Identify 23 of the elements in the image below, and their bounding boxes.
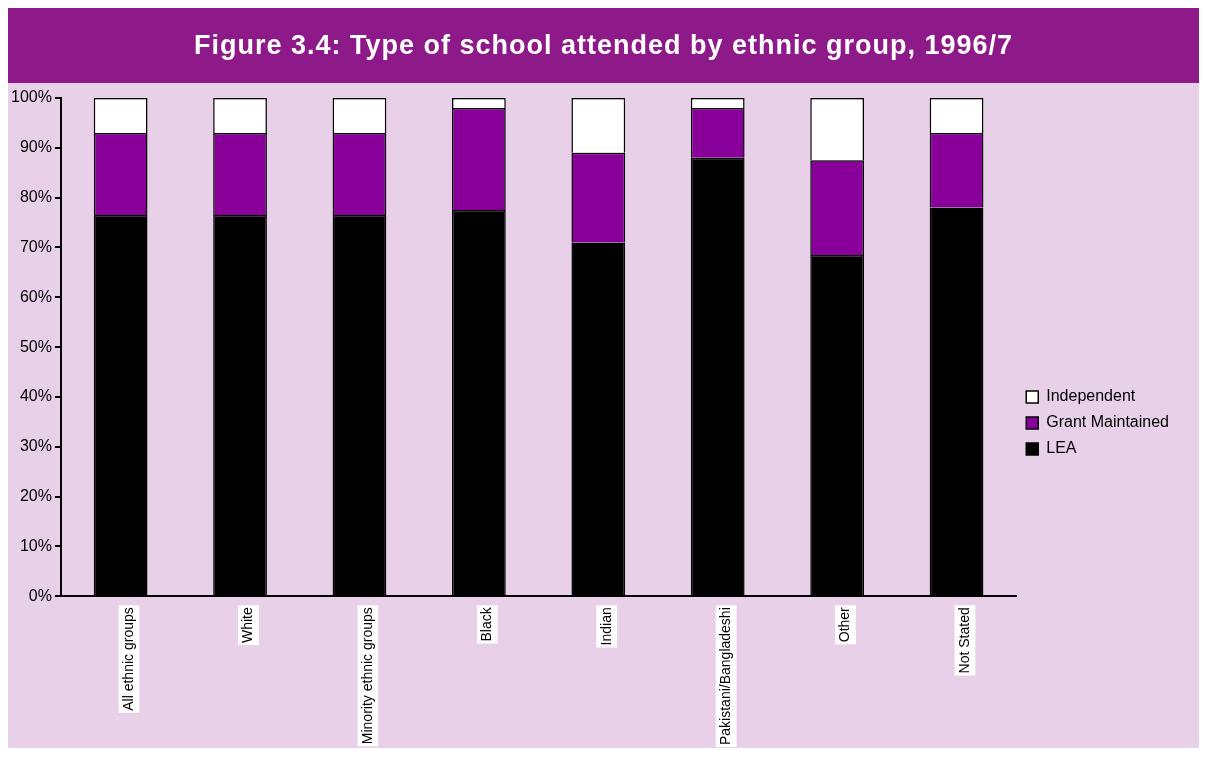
x-tick-label: Other [836, 606, 853, 643]
x-tick-label: Not Stated [955, 607, 972, 674]
legend-label: Independent [1046, 387, 1136, 405]
y-tick-label: 30% [19, 437, 52, 455]
x-tick-label: Indian [597, 607, 614, 646]
x-tick-label: All ethnic groups [119, 607, 136, 711]
y-tick-label: 70% [19, 237, 52, 255]
y-tick-label: 80% [19, 188, 52, 206]
x-tick-label: Minority ethnic groups [358, 607, 375, 745]
y-tick-label: 100% [11, 88, 52, 106]
y-tick-label: 50% [19, 337, 52, 355]
legend-label: LEA [1046, 439, 1077, 457]
x-tick-label: Black [478, 606, 495, 642]
y-tick-label: 40% [19, 387, 52, 405]
y-tick-label: 60% [19, 287, 52, 305]
y-tick-label: 10% [19, 536, 52, 554]
legend-label: Grant Maintained [1046, 413, 1169, 431]
chart-title: Figure 3.4: Type of school attended by ethnic group, 1996/7 [8, 8, 1199, 83]
y-tick-label: 0% [28, 586, 52, 604]
x-tick-label: White [239, 607, 256, 644]
x-tick-label: Pakistani/Bangladeshi [716, 607, 733, 746]
y-tick-label: 20% [19, 487, 52, 504]
y-tick-label: 90% [19, 138, 52, 156]
